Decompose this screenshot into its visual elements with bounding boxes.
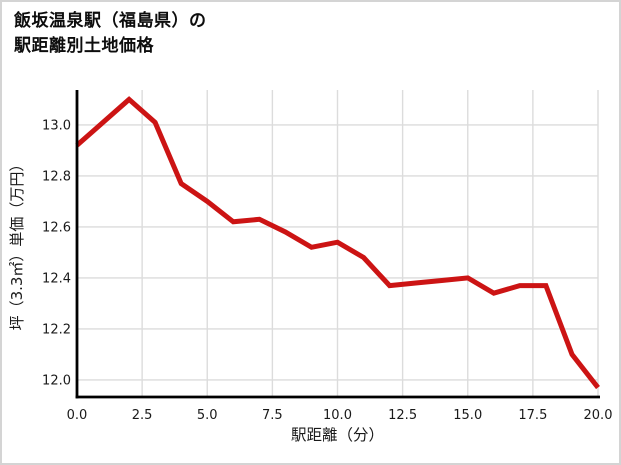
y-tick-label: 12.0 [42,373,71,388]
chart-title: 飯坂温泉駅（福島県）の 駅距離別土地価格 [14,9,207,59]
chart-title-line1: 飯坂温泉駅（福島県）の [14,11,207,31]
x-axis-label: 駅距離（分） [291,426,384,444]
chart-title-line2: 駅距離別土地価格 [14,36,154,56]
x-tick-label: 12.5 [388,408,417,423]
x-tick-label: 5.0 [197,408,218,423]
x-tick-label: 20.0 [584,408,613,423]
x-tick-label: 7.5 [262,408,283,423]
y-tick-label: 12.4 [42,271,71,286]
x-tick-label: 15.0 [453,408,482,423]
y-tick-label: 12.6 [42,220,71,235]
y-tick-label: 13.0 [42,118,71,133]
x-tick-label: 0.0 [67,408,88,423]
x-tick-label: 2.5 [132,408,153,423]
y-axis-label: 坪（3.3㎡）単価（万円） [8,157,26,331]
y-tick-label: 12.8 [42,169,71,184]
price-line [75,96,600,390]
y-tick-label: 12.2 [42,322,71,337]
x-tick-label: 10.0 [323,408,352,423]
x-tick-label: 17.5 [518,408,547,423]
